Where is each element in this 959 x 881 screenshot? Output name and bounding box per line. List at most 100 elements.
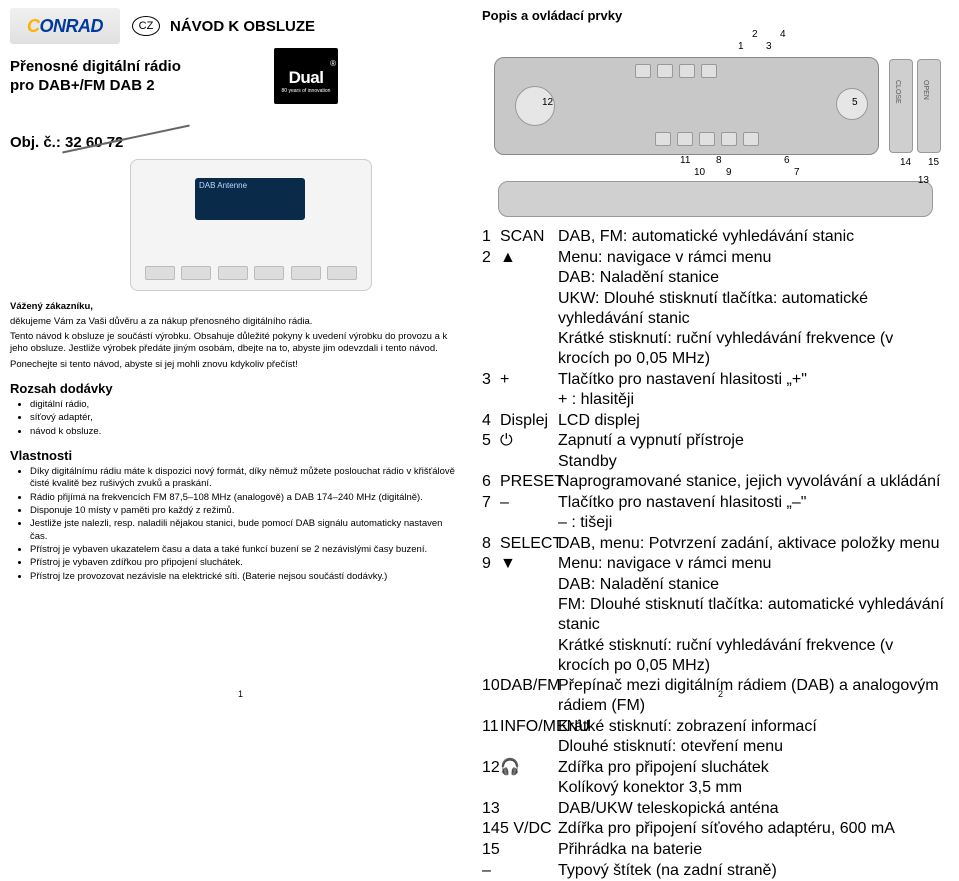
rbtn	[181, 266, 211, 280]
device-bottom-diagram	[498, 181, 933, 217]
list-item: síťový adaptér,	[30, 412, 462, 424]
conrad-logo: CONRAD	[10, 8, 120, 44]
callout-5: 5	[852, 97, 858, 108]
col-desc: Krátké stisknutí: ruční vyhledávání frek…	[558, 636, 949, 676]
callout-15: 15	[928, 157, 939, 168]
col-num: 14	[482, 819, 500, 839]
col-desc: Standby	[558, 452, 949, 472]
radio-buttons	[145, 266, 357, 280]
col-key	[500, 390, 558, 410]
col-key	[500, 799, 558, 819]
rbtn	[291, 266, 321, 280]
col-desc: Zdířka pro připojení sluchátek	[558, 758, 949, 778]
col-key: –	[500, 493, 558, 513]
col-desc: Naprogramované stanice, jejich vyvoláván…	[558, 472, 949, 492]
tbtn	[655, 132, 671, 146]
tbtn	[721, 132, 737, 146]
table-row: Krátké stisknutí: ruční vyhledávání frek…	[482, 636, 949, 676]
col-key	[500, 289, 558, 329]
cz-badge: CZ	[132, 16, 160, 36]
vlastnosti-list: Díky digitálnímu rádiu máte k dispozici …	[10, 466, 462, 583]
col-desc: Krátké stisknutí: zobrazení informací	[558, 717, 949, 737]
col-key	[500, 737, 558, 757]
table-row: DAB: Naladění stanice	[482, 575, 949, 595]
col-num	[482, 289, 500, 329]
col-num: –	[482, 861, 500, 881]
col-desc: Dlouhé stisknutí: otevření menu	[558, 737, 949, 757]
col-key: Displej	[500, 411, 558, 431]
rozsah-heading: Rozsah dodávky	[10, 381, 462, 396]
col-key: ▼	[500, 554, 558, 574]
manual-title: NÁVOD K OBSLUZE	[170, 18, 315, 35]
col-num: 8	[482, 534, 500, 554]
table-row: 7–Tlačítko pro nastavení hlasitosti „–"	[482, 493, 949, 513]
list-item: Disponuje 10 místy v paměti pro každý z …	[30, 505, 462, 517]
col-desc: Zapnutí a vypnutí přístroje	[558, 431, 949, 451]
table-row: DAB: Naladění stanice	[482, 268, 949, 288]
callout-6: 6	[784, 155, 790, 166]
dual-brand: Dual	[289, 68, 324, 88]
col-num	[482, 452, 500, 472]
callout-11: 11	[680, 155, 690, 166]
col-num: 9	[482, 554, 500, 574]
col-num	[482, 575, 500, 595]
table-row: 12🎧Zdířka pro připojení sluchátek	[482, 758, 949, 778]
col-num	[482, 268, 500, 288]
col-desc: DAB, menu: Potvrzení zadání, aktivace po…	[558, 534, 949, 554]
callout-1: 1	[738, 41, 744, 52]
callout-7: 7	[794, 167, 800, 178]
close-label: CLOSE	[894, 80, 901, 104]
col-desc: DAB, FM: automatické vyhledávání stanic	[558, 227, 949, 247]
col-num: 12	[482, 758, 500, 778]
controls-table: 1SCANDAB, FM: automatické vyhledávání st…	[482, 227, 949, 881]
col-desc: Přihrádka na baterie	[558, 840, 949, 860]
list-item: Rádio přijímá na frekvencích FM 87,5–108…	[30, 492, 462, 504]
greeting: Vážený zákazníku,	[10, 301, 462, 312]
callout-12: 12	[542, 97, 553, 108]
col-num: 5	[482, 431, 500, 451]
tbtn	[677, 132, 693, 146]
col-num: 4	[482, 411, 500, 431]
tbtn	[635, 64, 651, 78]
col-num	[482, 329, 500, 369]
col-num	[482, 390, 500, 410]
col-key: ⏻	[500, 431, 558, 451]
product-title-l1: Přenosné digitální rádio	[10, 58, 462, 77]
rozsah-list: digitální rádio, síťový adaptér, návod k…	[10, 399, 462, 438]
table-row: 10DAB/FMPřepínač mezi digitálním rádiem …	[482, 676, 949, 716]
callout-2: 2	[752, 29, 758, 40]
col-num	[482, 595, 500, 635]
product-title-l2: pro DAB+/FM DAB 2	[10, 77, 462, 96]
tbtn	[679, 64, 695, 78]
open-label: OPEN	[922, 80, 929, 100]
side-panel-close: CLOSE	[889, 59, 913, 153]
col-key: 5 V/DC	[500, 819, 558, 839]
col-num: 3	[482, 370, 500, 390]
list-item: Přístroj lze provozovat nezávisle na ele…	[30, 571, 462, 583]
list-item: digitální rádio,	[30, 399, 462, 411]
table-row: – : tišeji	[482, 513, 949, 533]
table-row: Dlouhé stisknutí: otevření menu	[482, 737, 949, 757]
table-row: 2▲Menu: navigace v rámci menu	[482, 248, 949, 268]
logo-rest: ONRAD	[40, 16, 104, 36]
vlastnosti-heading: Vlastnosti	[10, 448, 462, 463]
col-num	[482, 737, 500, 757]
table-row: Standby	[482, 452, 949, 472]
list-item: návod k obsluze.	[30, 426, 462, 438]
col-key	[500, 595, 558, 635]
para-1: děkujeme Vám za Vaši důvěru a za nákup p…	[10, 316, 462, 328]
tbtn	[699, 132, 715, 146]
tbtn	[701, 64, 717, 78]
table-row: 6PRESETNaprogramované stanice, jejich vy…	[482, 472, 949, 492]
dual-badge: ® Dual 80 years of innovation	[274, 48, 338, 104]
tbtn	[657, 64, 673, 78]
col-desc: FM: Dlouhé stisknutí tlačítka: automatic…	[558, 595, 949, 635]
dual-tag: 80 years of innovation	[282, 88, 331, 94]
tbtn	[743, 132, 759, 146]
page-number-1: 1	[238, 689, 243, 699]
table-row: Krátké stisknutí: ruční vyhledávání frek…	[482, 329, 949, 369]
header: CONRAD CZ NÁVOD K OBSLUZE	[10, 8, 462, 44]
table-row: 4DisplejLCD displej	[482, 411, 949, 431]
page-number-2: 2	[718, 689, 723, 699]
col-desc: – : tišeji	[558, 513, 949, 533]
